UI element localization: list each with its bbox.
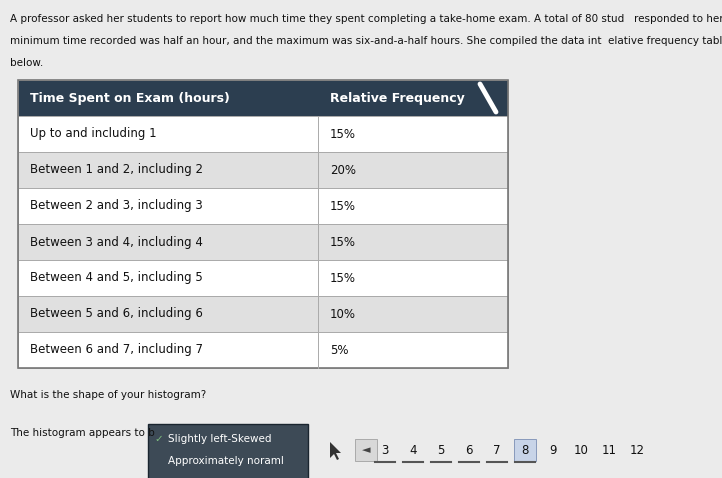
Text: Between 4 and 5, including 5: Between 4 and 5, including 5 [30, 272, 203, 284]
Text: minimum time recorded was half an hour, and the maximum was six-and-a-half hours: minimum time recorded was half an hour, … [10, 36, 722, 46]
Text: What is the shape of your histogram?: What is the shape of your histogram? [10, 390, 206, 400]
Text: 15%: 15% [330, 199, 356, 213]
Text: A professor asked her students to report how much time they spent completing a t: A professor asked her students to report… [10, 14, 722, 24]
PathPatch shape [330, 442, 341, 460]
Text: 10: 10 [573, 444, 588, 456]
Bar [18, 80, 508, 368]
Bar [18, 116, 508, 152]
Text: Up to and including 1: Up to and including 1 [30, 128, 157, 141]
Bar [148, 424, 308, 478]
Bar [18, 332, 508, 368]
Text: Between 1 and 2, including 2: Between 1 and 2, including 2 [30, 163, 203, 176]
Text: 7: 7 [493, 444, 501, 456]
Text: 15%: 15% [330, 272, 356, 284]
Bar [18, 224, 508, 260]
Text: Slightly left-Skewed: Slightly left-Skewed [168, 434, 271, 444]
Bar [18, 80, 508, 116]
Bar [514, 439, 536, 461]
Text: 10%: 10% [330, 307, 356, 321]
Text: 15%: 15% [330, 128, 356, 141]
Text: Approximately noraml: Approximately noraml [168, 456, 284, 466]
Text: ◄: ◄ [362, 445, 370, 455]
Text: 5%: 5% [330, 344, 349, 357]
Text: Relative Frequency: Relative Frequency [330, 91, 465, 105]
Text: Time Spent on Exam (hours): Time Spent on Exam (hours) [30, 91, 230, 105]
Text: 5: 5 [438, 444, 445, 456]
Bar [355, 439, 377, 461]
Text: 4: 4 [409, 444, 417, 456]
Text: 8: 8 [521, 444, 529, 456]
Text: 20%: 20% [330, 163, 356, 176]
Text: 3: 3 [381, 444, 388, 456]
Text: 15%: 15% [330, 236, 356, 249]
Text: The histogram appears to b: The histogram appears to b [10, 428, 155, 438]
Text: 6: 6 [465, 444, 473, 456]
Bar [18, 296, 508, 332]
Bar [18, 188, 508, 224]
Bar [18, 260, 508, 296]
Text: Between 2 and 3, including 3: Between 2 and 3, including 3 [30, 199, 203, 213]
Text: 9: 9 [549, 444, 557, 456]
Text: Between 3 and 4, including 4: Between 3 and 4, including 4 [30, 236, 203, 249]
Text: 11: 11 [601, 444, 617, 456]
Text: Between 5 and 6, including 6: Between 5 and 6, including 6 [30, 307, 203, 321]
Text: Between 6 and 7, including 7: Between 6 and 7, including 7 [30, 344, 203, 357]
Text: 12: 12 [630, 444, 645, 456]
Text: below.: below. [10, 58, 43, 68]
Text: ✓: ✓ [154, 434, 162, 444]
Bar [18, 152, 508, 188]
